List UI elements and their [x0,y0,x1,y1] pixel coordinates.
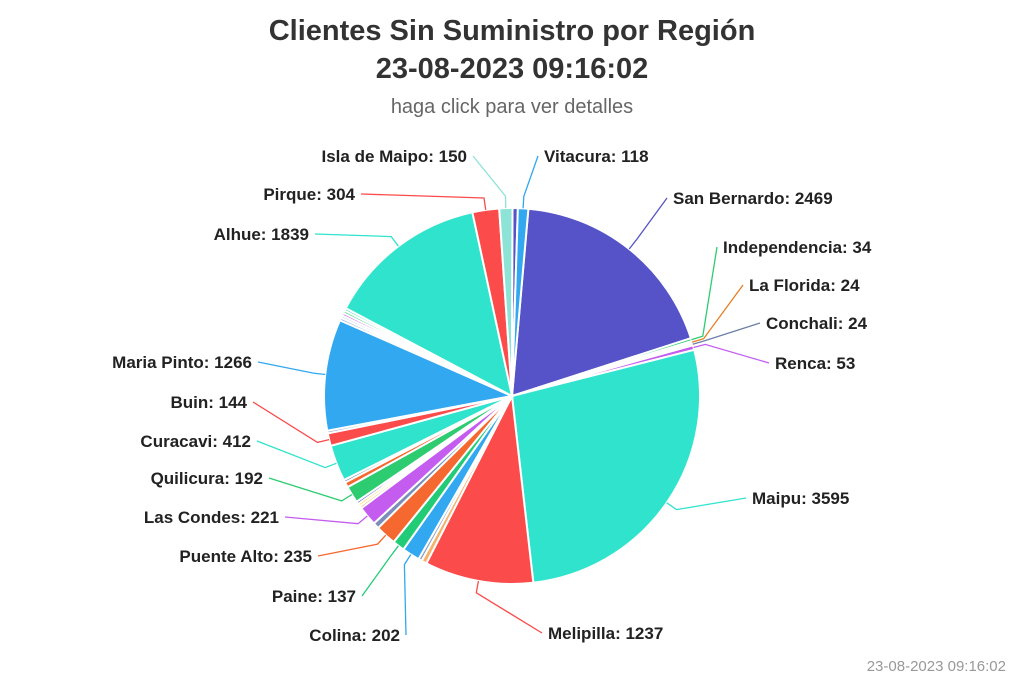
connector-la-florida [691,284,744,343]
connector-las-condes [284,515,368,525]
label-connectors [252,155,770,636]
data-label-alhue[interactable]: Alhue: 1839 [214,225,309,244]
connector-puente-alto [317,534,387,557]
data-label-paine[interactable]: Paine: 137 [272,587,356,606]
data-label-colina[interactable]: Colina: 202 [309,626,400,645]
pie-slices [323,206,701,585]
chart-title: Clientes Sin Suministro por Región 23-08… [0,12,1024,88]
pie-slice-maria-pinto[interactable] [323,318,516,432]
data-label-pirque[interactable]: Pirque: 304 [263,185,355,204]
connector-colina [403,554,412,636]
data-label-san-bernardo[interactable]: San Bernardo: 2469 [673,189,833,208]
footer-timestamp: 23-08-2023 09:16:02 [866,658,1006,675]
data-label-curacavi[interactable]: Curacavi: 412 [140,432,251,451]
connector-independencia [691,246,718,341]
chart-title-line2: 23-08-2023 09:16:02 [375,53,649,85]
connector-conchali [692,322,761,345]
data-label-isla-de-maipo[interactable]: Isla de Maipo: 150 [322,147,468,166]
pie-slice-san-bernardo[interactable] [510,207,693,398]
pie-slice-melipilla[interactable] [425,392,535,585]
data-label-vitacura[interactable]: Vitacura: 118 [544,147,649,166]
connector-renca [693,343,770,364]
data-label-maipu[interactable]: Maipu: 3595 [752,489,849,508]
connector-quilicura [268,477,353,502]
connector-isla-de-maipo [472,155,507,209]
pie-slice-alhue[interactable] [344,211,514,398]
connector-alhue [314,233,399,247]
data-label-conchali[interactable]: Conchali: 24 [766,314,868,333]
data-label-puente-alto[interactable]: Puente Alto: 235 [179,547,312,566]
data-label-las-condes[interactable]: Las Condes: 221 [144,508,279,527]
connector-pirque [360,193,487,210]
connector-vitacura [522,155,539,209]
chart-subtitle: haga click para ver detalles [390,96,634,118]
data-label-independencia[interactable]: Independencia: 34 [723,238,872,257]
data-label-renca[interactable]: Renca: 53 [775,354,855,373]
connector-maipu [666,497,747,511]
data-label-maria-pinto[interactable]: Maria Pinto: 1266 [112,353,252,372]
connector-buin [252,401,330,444]
data-label-melipilla[interactable]: Melipilla: 1237 [548,624,663,643]
connector-san-bernardo [628,197,668,250]
pie-slice-vitacura[interactable] [511,207,530,397]
data-label-quilicura[interactable]: Quilicura: 192 [151,469,263,488]
data-labels: San Bernardo: 2469 Independencia: 34 La Fl… [112,147,872,645]
connector-maria-pinto [257,361,326,376]
connector-melipilla [475,580,543,634]
connector-curacavi [256,440,337,469]
data-label-la-florida[interactable]: La Florida: 24 [749,276,860,295]
pie-slice-maipu[interactable] [510,348,701,584]
chart-title-line1: Clientes Sin Suministro por Región [268,15,756,47]
data-label-buin[interactable]: Buin: 144 [170,393,247,412]
connector-paine [361,545,399,597]
